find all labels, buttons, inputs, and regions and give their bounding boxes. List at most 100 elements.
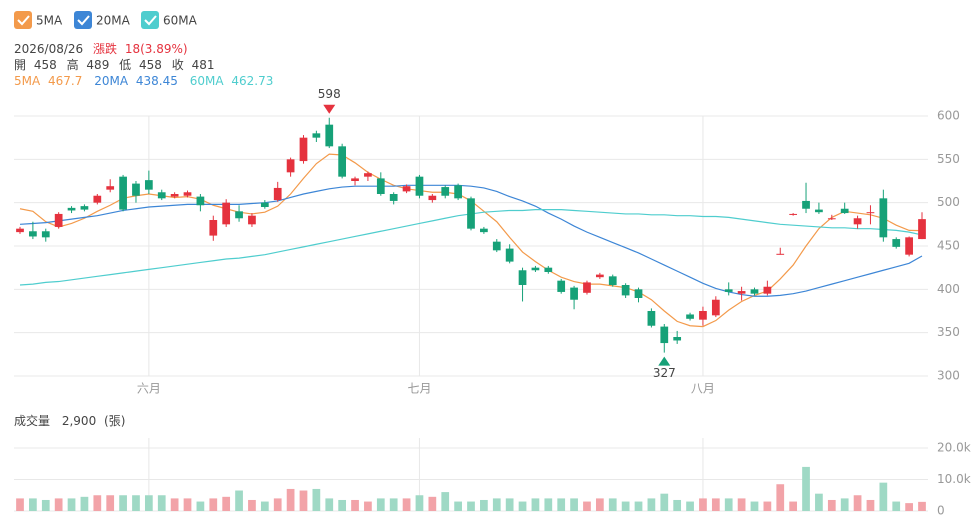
candle-body [286,159,295,173]
volume-bar [763,501,772,511]
candle-body [16,228,24,233]
volume-bar [209,498,218,511]
x-tick-label: 六月 [137,382,161,396]
candle-body [209,220,218,236]
y-tick-label: 0 [937,504,945,518]
candle-body [428,195,437,201]
check-mark [17,15,30,26]
ma-name: 20MA [94,74,129,88]
legend-item[interactable]: 20MA [74,11,131,29]
ma-name: 60MA [190,74,225,88]
ma-value: 467.7 [48,74,82,88]
candle-body [454,185,462,199]
volume-bar [170,498,179,511]
candle-body [93,195,102,203]
legend-label: 20MA [96,14,131,28]
candle-body [879,198,888,238]
volume-bar [364,501,372,511]
ma-line: 5MA 467.7 20MA 438.45 60MA 462.73 [14,74,273,88]
volume-bar [776,484,785,511]
candle-body [248,215,256,225]
candle-body [170,194,179,197]
volume-bar [106,495,115,511]
volume-bar [157,495,166,511]
candle-body [54,213,63,227]
volume-bar [737,498,746,511]
legend-checkbox[interactable] [141,11,159,29]
volume-bar [699,498,707,511]
ohlc-line: 開 458 高 489 低 458 收 481 [14,57,214,72]
legend-checkbox[interactable] [74,11,92,29]
volume-bar [338,499,347,511]
volume-bar [634,501,643,511]
volume-bar [29,498,37,511]
volume-bar [273,498,282,511]
legend-item[interactable]: 5MA [14,11,63,29]
candle-body [918,219,926,240]
candle-body [866,212,875,214]
volume-header: 成交量 2,900 (張) [14,413,125,428]
volume-bar [686,501,694,511]
volume-bar [492,498,501,511]
volume-bar [119,495,127,511]
volume-bar [570,498,578,511]
volume-bar [480,499,488,511]
candle-body [608,276,617,285]
volume-bar [454,501,462,511]
volume-bar [815,493,823,511]
candle-body [441,187,450,196]
volume-bar [441,492,450,511]
candle-body [325,124,334,147]
volume-bar [389,498,398,511]
ma-line [19,184,923,297]
volume-bar [467,501,475,511]
candle-body [260,202,269,207]
volume-bar [54,498,63,511]
close-value: 481 [192,58,215,72]
candle-body [467,198,475,229]
candle-body [570,287,578,300]
volume-unit: (張) [104,414,125,428]
candle-body [699,311,707,320]
volume-bar [132,495,140,511]
volume-current: 2,900 [62,414,96,428]
y-tick-label: 400 [937,282,960,296]
volume-bar [428,496,437,511]
candle-body [595,274,604,278]
ma-value: 438.45 [136,74,178,88]
candle-body [711,299,720,316]
candle-body [312,133,321,138]
candle-body [802,200,810,209]
volume-bar [260,501,269,511]
candle-body [106,186,115,190]
volume-bar [312,488,321,511]
candle-body [41,231,50,238]
volume-bar [80,496,89,511]
candle-body [299,137,308,162]
legend-checkbox[interactable] [14,11,32,29]
x-tick-label: 七月 [407,382,431,396]
candle-body [351,178,359,181]
ma-value: 462.73 [231,74,273,88]
volume-bar [286,488,295,511]
low-label: 低 [119,58,131,72]
volume-bar [248,499,256,511]
volume-bar [621,501,630,511]
candle-body [544,267,553,272]
volume-bar [840,498,849,511]
volume-bar [518,501,527,511]
candle-body [789,213,798,215]
volume-bar [402,498,411,511]
candle-body [183,192,192,196]
y-tick-label: 500 [937,195,960,209]
volume-bar [325,498,334,511]
volume-bar [144,495,153,511]
change-label: 漲跌 [93,41,117,56]
legend-item[interactable]: 60MA [141,11,198,29]
volume-bar [724,498,733,511]
y-tick-label: 300 [937,369,960,383]
candle-body [518,270,527,285]
volume-bar [802,466,810,511]
candle-body [273,187,282,201]
candle-body [480,228,488,233]
